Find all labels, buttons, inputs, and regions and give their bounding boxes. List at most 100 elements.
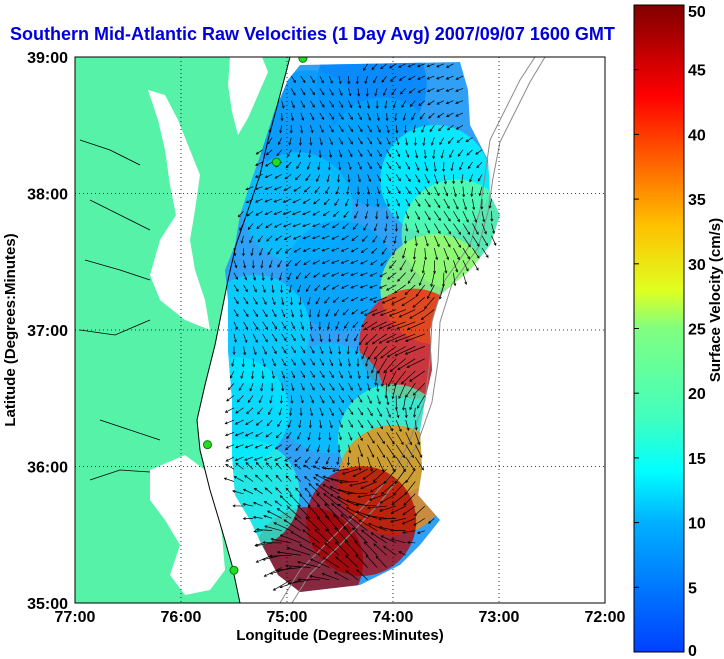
velocity-arrow — [434, 235, 440, 247]
velocity-arrow — [370, 481, 387, 493]
velocity-arrow — [414, 161, 420, 171]
velocity-arrow — [307, 297, 311, 305]
velocity-arrow-head — [379, 508, 383, 512]
velocity-arrow-head — [365, 204, 369, 208]
velocity-arrow-head — [320, 129, 324, 133]
velocity-arrow — [271, 333, 278, 342]
velocity-arrow — [386, 407, 391, 418]
velocity-arrow-head — [411, 454, 414, 459]
velocity-arrow — [334, 571, 349, 581]
velocity-arrow — [333, 296, 340, 303]
velocity-arrow — [275, 475, 282, 482]
velocity-arrow — [243, 284, 248, 292]
velocity-arrow — [443, 247, 449, 260]
velocity-arrow-head — [402, 117, 406, 121]
velocity-arrow-head — [340, 424, 343, 428]
velocity-arrow — [331, 247, 340, 252]
velocity-arrow-head — [447, 244, 451, 248]
velocity-arrow — [427, 284, 435, 299]
velocity-arrow-head — [377, 129, 381, 133]
velocity-arrow — [395, 407, 399, 418]
velocity-arrow — [365, 358, 368, 367]
velocity-arrow-head — [337, 449, 341, 453]
velocity-arrow — [331, 235, 340, 240]
velocity-arrow-head — [361, 529, 365, 533]
velocity-arrow — [417, 530, 425, 534]
velocity-arrow — [339, 481, 359, 483]
velocity-arrow — [374, 223, 378, 231]
velocity-arrow-head — [287, 581, 291, 585]
velocity-arrow-head — [340, 412, 344, 416]
velocity-arrow-head — [302, 212, 306, 216]
velocity-arrow-head — [268, 412, 271, 416]
velocity-arrow — [234, 476, 244, 482]
velocity-arrow-head — [348, 450, 352, 454]
velocity-arrow-head — [404, 241, 408, 245]
velocity-arrow-head — [380, 426, 383, 430]
velocity-arrow-head — [410, 269, 414, 273]
velocity-arrow-head — [445, 193, 449, 197]
velocity-arrow — [376, 174, 381, 182]
velocity-arrow — [281, 100, 285, 109]
velocity-arrow-head — [437, 205, 441, 209]
velocity-arrow — [472, 211, 477, 223]
velocity-arrow — [254, 488, 263, 495]
velocity-arrow — [361, 529, 378, 544]
velocity-arrow-head — [476, 165, 480, 169]
velocity-arrow — [300, 309, 302, 318]
velocity-arrow-head — [373, 356, 377, 360]
velocity-arrow-head — [318, 155, 322, 159]
velocity-arrow-head — [328, 437, 332, 441]
velocity-arrow-head — [309, 558, 314, 562]
velocity-arrow — [298, 149, 302, 158]
velocity-arrow-head — [244, 458, 248, 461]
velocity-arrow-head — [390, 538, 395, 542]
velocity-arrow-head — [291, 387, 295, 392]
velocity-arrow — [394, 346, 416, 357]
velocity-arrow-head — [272, 587, 276, 591]
velocity-arrow-head — [283, 350, 287, 354]
velocity-arrow-head — [367, 356, 371, 360]
velocity-arrow-head — [402, 407, 406, 411]
velocity-arrow-head — [272, 301, 276, 306]
velocity-arrow-head — [349, 483, 353, 487]
velocity-arrow — [439, 284, 445, 300]
velocity-arrow-head — [273, 199, 277, 203]
velocity-arrow — [230, 370, 235, 379]
velocity-arrow-head — [263, 514, 267, 518]
velocity-arrow — [283, 198, 292, 203]
velocity-vectors — [223, 63, 497, 591]
velocity-arrow-head — [455, 77, 459, 80]
velocity-arrow-head — [274, 338, 278, 342]
velocity-arrow-head — [414, 427, 418, 431]
velocity-arrow — [262, 272, 264, 281]
velocity-arrow-head — [264, 339, 268, 343]
velocity-arrow-head — [294, 475, 298, 479]
colorbar-tick-label-10: 50 — [688, 4, 706, 21]
velocity-arrow — [357, 149, 363, 157]
velocity-arrow — [233, 334, 237, 343]
velocity-arrow-head — [476, 243, 480, 247]
velocity-arrow — [300, 321, 304, 330]
velocity-arrow — [281, 383, 284, 391]
velocity-arrow — [352, 321, 359, 328]
velocity-arrow — [369, 296, 378, 301]
velocity-arrow — [262, 309, 268, 317]
velocity-arrow — [456, 124, 464, 130]
velocity-arrow — [407, 541, 416, 544]
velocity-arrow-head — [380, 491, 384, 495]
velocity-arrow — [348, 407, 354, 415]
velocity-arrow — [255, 186, 263, 190]
velocity-arrow — [310, 370, 315, 378]
velocity-arrow-head — [375, 555, 379, 559]
velocity-arrow — [308, 149, 311, 158]
velocity-arrow-head — [452, 181, 456, 185]
velocity-arrow-head — [263, 457, 268, 461]
velocity-arrow-head — [254, 175, 259, 178]
velocity-arrow-head — [387, 326, 391, 330]
velocity-arrow — [413, 518, 425, 526]
velocity-arrow — [411, 112, 416, 120]
velocity-arrow-head — [280, 290, 284, 294]
velocity-arrow-head — [255, 433, 259, 437]
